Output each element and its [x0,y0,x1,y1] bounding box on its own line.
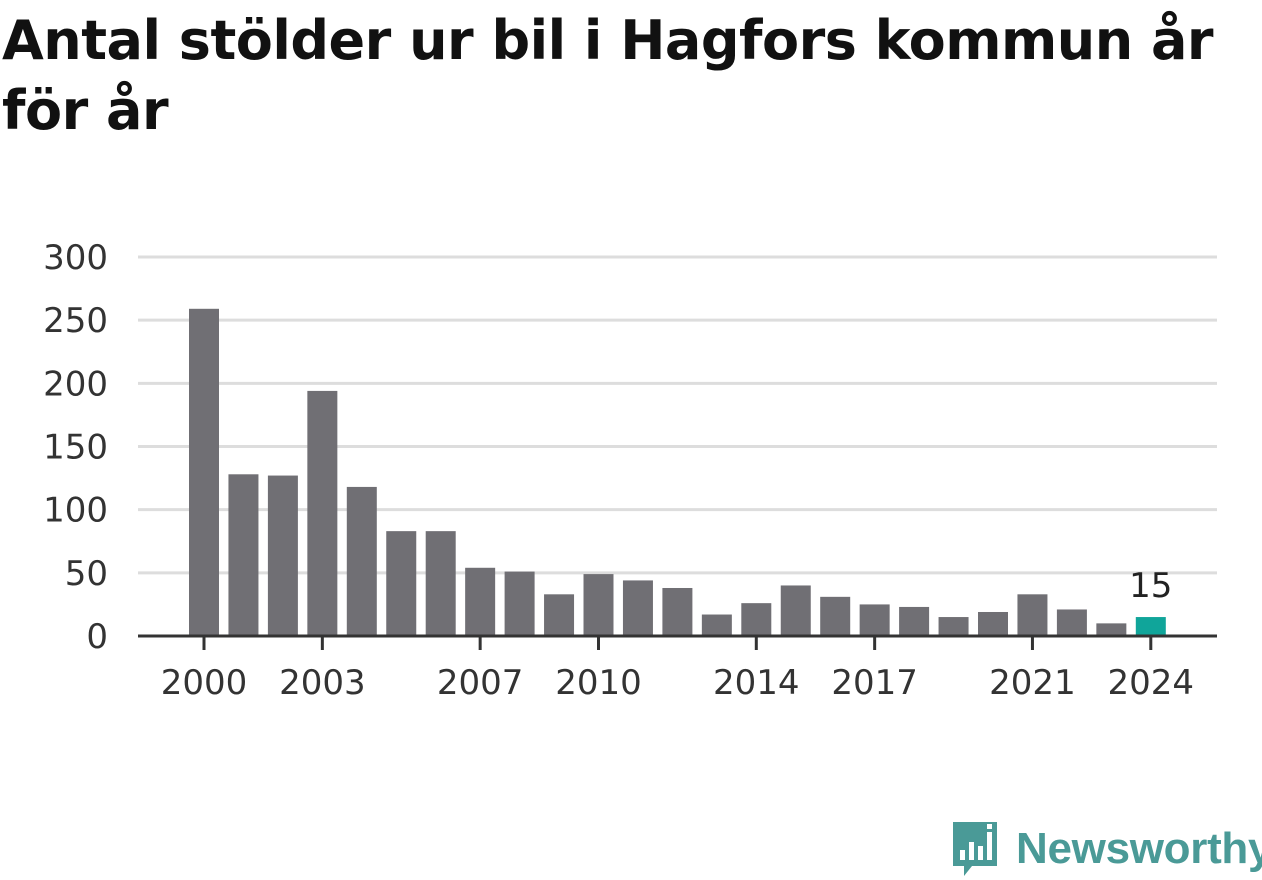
grid-lines [138,255,1217,575]
y-tick-label: 50 [65,554,108,594]
x-tick-label: 2010 [555,663,642,703]
bar [1096,623,1127,636]
bar [346,486,377,636]
bar [307,390,338,636]
bar [267,475,298,636]
bar [228,474,259,636]
bar [820,596,851,636]
bar [1135,617,1166,636]
brand-logo: Newsworthy [950,818,1262,880]
bar [859,604,890,636]
y-tick-label: 300 [43,238,108,278]
x-tick-label: 2014 [713,663,800,703]
y-tick-label: 250 [43,301,108,341]
y-tick-label: 150 [43,428,108,468]
bars [189,308,1166,636]
bar [425,531,456,636]
x-tick-label: 2024 [1108,663,1195,703]
bar [544,594,575,636]
bar [662,587,693,636]
bar [741,603,772,636]
y-tick-label: 100 [43,491,108,531]
data-labels: 15 [1129,566,1172,606]
x-axis-ticks: 2000 2003 2007 2010 2014 2017 2021 2024 [161,636,1194,703]
x-tick-label: 2021 [989,663,1076,703]
x-tick-label: 2000 [161,663,248,703]
x-tick-label: 2003 [279,663,366,703]
brand-name: Newsworthy [1016,824,1262,873]
bar [465,567,496,636]
bar [504,571,535,636]
x-tick-label: 2007 [437,663,524,703]
bar [938,617,969,636]
bar [189,308,219,636]
bar [780,585,811,636]
x-tick-label: 2017 [831,663,918,703]
bar [1017,594,1048,636]
bar [978,611,1008,636]
bar [622,580,653,636]
bar [386,531,417,636]
bar [899,606,930,636]
data-label: 15 [1129,566,1172,606]
y-tick-label: 200 [43,364,108,404]
y-tick-label: 0 [86,617,108,657]
bar [583,574,614,636]
chart-title: Antal stölder ur bil i Hagfors kommun år… [2,9,1214,142]
y-axis-ticks: 0 50 100 150 200 250 300 [43,238,108,657]
bar [701,614,732,636]
newsworthy-logo-icon [953,822,997,876]
bar [1056,609,1087,636]
